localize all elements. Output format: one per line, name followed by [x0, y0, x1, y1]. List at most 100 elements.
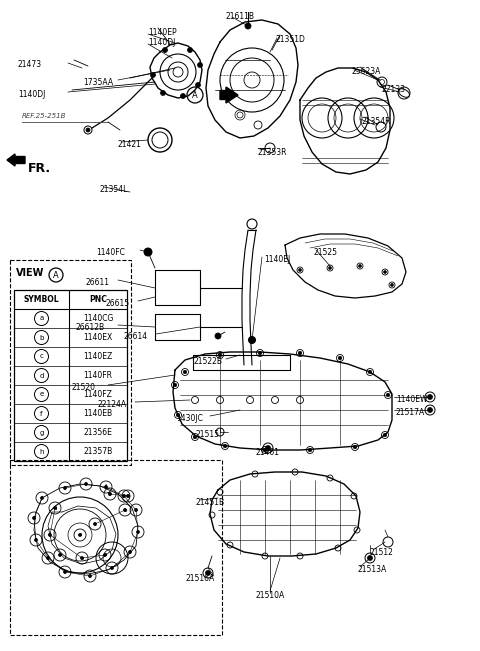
Text: 21451B: 21451B — [196, 498, 225, 507]
Circle shape — [84, 482, 87, 486]
Circle shape — [368, 555, 372, 561]
Text: c: c — [39, 353, 43, 359]
Circle shape — [299, 268, 301, 271]
Text: f: f — [135, 508, 137, 512]
Circle shape — [59, 553, 61, 557]
Text: SYMBOL: SYMBOL — [24, 295, 60, 304]
Text: h: h — [39, 449, 44, 454]
Text: f: f — [105, 484, 107, 490]
Bar — [10, 260, 131, 465]
Circle shape — [110, 566, 113, 570]
Circle shape — [195, 83, 201, 87]
Text: f: f — [64, 570, 66, 574]
Text: d: d — [53, 505, 57, 510]
Circle shape — [40, 497, 44, 499]
Text: e: e — [103, 553, 107, 557]
Text: FR.: FR. — [28, 161, 51, 174]
Text: a: a — [39, 316, 44, 322]
Text: f: f — [40, 411, 43, 417]
Text: 26615: 26615 — [105, 299, 129, 308]
Circle shape — [263, 448, 267, 452]
Text: 1140EW: 1140EW — [396, 395, 428, 404]
Text: VIEW: VIEW — [16, 268, 44, 278]
Text: 21611B: 21611B — [225, 12, 254, 21]
Text: f: f — [137, 529, 139, 534]
Circle shape — [176, 413, 180, 417]
Circle shape — [127, 495, 130, 497]
Text: g: g — [39, 430, 44, 436]
Text: 1140EB: 1140EB — [84, 409, 113, 418]
Circle shape — [33, 516, 36, 519]
Circle shape — [428, 408, 432, 413]
Circle shape — [104, 553, 107, 557]
Circle shape — [328, 266, 332, 270]
Text: 21353R: 21353R — [257, 148, 287, 157]
Circle shape — [180, 94, 185, 98]
Text: 21461: 21461 — [255, 448, 279, 457]
Text: 21516A: 21516A — [185, 574, 214, 583]
Bar — [14, 290, 127, 461]
Text: f: f — [129, 549, 131, 555]
Circle shape — [134, 508, 137, 512]
Text: 1140FZ: 1140FZ — [84, 390, 112, 399]
Text: 21520: 21520 — [72, 383, 96, 392]
Text: 22124A: 22124A — [98, 400, 127, 409]
Circle shape — [63, 570, 67, 574]
Text: 21473: 21473 — [18, 60, 42, 69]
Text: 21354L: 21354L — [100, 185, 128, 194]
Text: 22133: 22133 — [382, 85, 406, 94]
Circle shape — [218, 353, 222, 357]
Circle shape — [163, 48, 168, 53]
Circle shape — [35, 538, 37, 542]
Circle shape — [368, 370, 372, 374]
Circle shape — [383, 433, 387, 437]
Circle shape — [215, 333, 221, 339]
Text: e: e — [39, 391, 44, 398]
Circle shape — [173, 383, 177, 387]
Text: A: A — [53, 271, 59, 279]
Text: f: f — [47, 555, 49, 561]
FancyArrow shape — [220, 87, 238, 103]
Text: 21515: 21515 — [196, 430, 220, 439]
Text: f: f — [111, 566, 113, 570]
Text: f: f — [41, 495, 43, 501]
Text: e: e — [80, 555, 84, 561]
Circle shape — [88, 574, 92, 577]
Text: f: f — [85, 482, 87, 486]
Text: 21357B: 21357B — [84, 447, 113, 456]
Circle shape — [160, 90, 166, 96]
Circle shape — [48, 534, 51, 536]
Circle shape — [183, 370, 187, 374]
Text: 21522B: 21522B — [194, 357, 223, 366]
Text: 1735AA: 1735AA — [83, 78, 113, 87]
Text: f: f — [35, 538, 37, 542]
Circle shape — [308, 448, 312, 452]
Text: 1140FR: 1140FR — [84, 371, 112, 380]
Text: 21525: 21525 — [314, 248, 338, 257]
Circle shape — [223, 444, 227, 448]
Circle shape — [94, 523, 96, 525]
Text: f: f — [89, 574, 91, 579]
Text: 21510A: 21510A — [256, 591, 285, 600]
Text: b: b — [123, 508, 127, 512]
Circle shape — [105, 486, 108, 488]
Text: 26612B: 26612B — [76, 323, 105, 332]
FancyArrow shape — [7, 154, 25, 166]
Text: 21421: 21421 — [118, 140, 142, 149]
Text: 26614: 26614 — [123, 332, 147, 341]
Text: 21354R: 21354R — [362, 117, 392, 126]
Text: 21512: 21512 — [370, 548, 394, 557]
Circle shape — [63, 486, 67, 490]
Circle shape — [386, 393, 390, 397]
Text: 21513A: 21513A — [358, 565, 387, 574]
Circle shape — [384, 271, 386, 273]
Circle shape — [123, 508, 127, 512]
Circle shape — [151, 72, 156, 77]
Text: 1140EJ: 1140EJ — [264, 255, 290, 264]
Text: f: f — [64, 486, 66, 490]
Text: 21517A: 21517A — [396, 408, 425, 417]
Text: d: d — [48, 533, 52, 538]
Text: 21351D: 21351D — [275, 35, 305, 44]
Text: 1140EX: 1140EX — [84, 333, 113, 342]
Circle shape — [249, 337, 255, 344]
